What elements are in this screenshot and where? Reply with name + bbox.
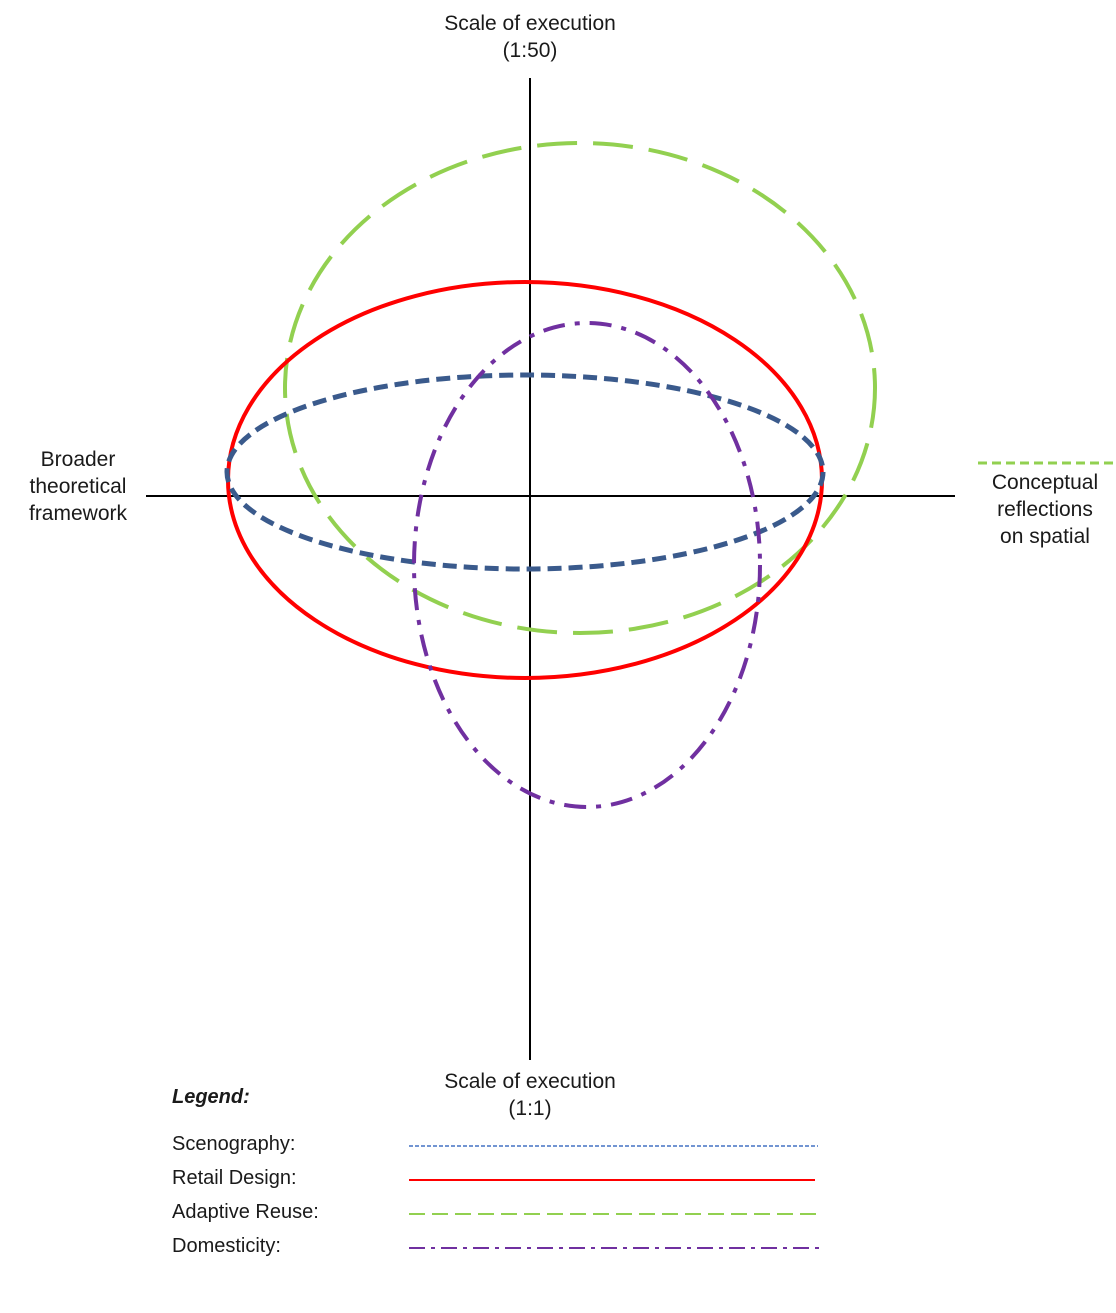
legend-label-retail-design: Retail Design: [172, 1167, 297, 1189]
bottom-axis-label: Scale of execution (1:1) [430, 1068, 630, 1122]
bottom-axis-label-line1: Scale of execution [444, 1070, 616, 1093]
top-axis-label-line2: (1:50) [502, 39, 558, 62]
retail-design-ellipse [226, 280, 824, 680]
left-axis-label-line3: framework [28, 502, 128, 525]
right-axis-label-line3: on spatial [1000, 525, 1090, 548]
legend-label-scenography: Scenography: [172, 1133, 296, 1155]
left-axis-label-line1: Broader [40, 448, 116, 471]
legend-title: Legend: [172, 1086, 250, 1108]
left-axis-label: Broader theoretical framework [18, 446, 138, 527]
top-axis-label-line1: Scale of execution [444, 12, 616, 35]
top-axis-label: Scale of execution (1:50) [430, 10, 630, 64]
left-axis-label-line2: theoretical [29, 475, 127, 498]
right-axis-label-line2: reflections [997, 498, 1093, 521]
right-axis-label: Conceptual reflections on spatial [980, 469, 1110, 550]
legend-label-domesticity: Domesticity: [172, 1235, 281, 1257]
domesticity-ellipse [412, 321, 762, 809]
legend-label-adaptive-reuse: Adaptive Reuse: [172, 1201, 319, 1223]
bottom-axis-label-line2: (1:1) [508, 1097, 552, 1120]
scenography-ellipse [224, 372, 826, 572]
adaptive-reuse-ellipse [283, 141, 877, 635]
right-axis-label-line1: Conceptual [991, 471, 1099, 494]
